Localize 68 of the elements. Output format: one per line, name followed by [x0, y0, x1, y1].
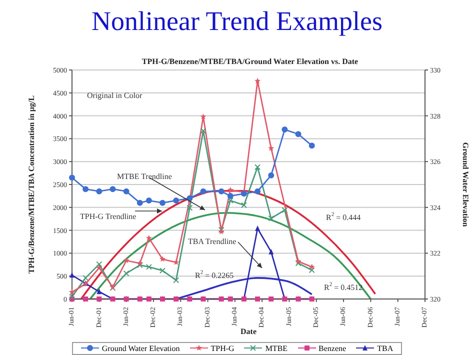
point: [268, 248, 274, 254]
point: [218, 188, 224, 194]
point: [82, 186, 89, 192]
point: [240, 202, 247, 208]
legend-label: Ground Water Elevation: [102, 344, 180, 352]
legend-label: MTBE: [265, 344, 288, 352]
point: [146, 264, 152, 270]
point: [255, 296, 260, 302]
point: [200, 128, 206, 134]
point: [186, 204, 193, 211]
point: [227, 186, 234, 193]
point: [96, 261, 102, 268]
point: [83, 296, 88, 302]
point: [69, 174, 75, 181]
x-axis-title: Date: [240, 327, 257, 336]
point: [254, 164, 261, 170]
legend-label: Benzene: [318, 344, 346, 352]
point: [268, 296, 274, 302]
point: [308, 142, 315, 149]
point: [268, 145, 274, 151]
point: [308, 267, 315, 274]
point: [200, 188, 206, 194]
point: [295, 131, 302, 138]
point: [282, 126, 288, 133]
point: [255, 225, 260, 231]
annotation: R$^{2}$ = 0.4512: [324, 282, 363, 292]
point: [146, 198, 152, 204]
point: [136, 200, 143, 206]
point: [200, 114, 206, 120]
point: [110, 186, 116, 192]
point: [69, 294, 75, 300]
point: [254, 78, 261, 84]
point: [282, 207, 288, 214]
point: [146, 234, 152, 241]
y2-axis-title: Ground Water Elevation: [461, 142, 470, 228]
point: [123, 270, 130, 276]
point: [136, 262, 143, 268]
point: [159, 256, 166, 262]
y-axis-title: TPH-G/Benzene/MTBE/TBA Concentration in µg/L: [27, 95, 36, 274]
point: [268, 215, 274, 222]
point: [123, 188, 130, 194]
point: [68, 288, 76, 295]
annotation: TPH-G Trendline: [80, 212, 137, 221]
chart-title: Nonlinear Trend Examples: [90, 6, 384, 37]
point: [160, 268, 166, 274]
point: [70, 272, 74, 278]
annotation: R$^{2}$ = 0.444: [326, 212, 361, 222]
point: [96, 188, 102, 194]
chart-subtitle: TPH-G/Benzene/MTBE/TBA/Ground Water Elevation vs. Date: [140, 57, 360, 66]
point: [82, 274, 89, 281]
point: [160, 200, 166, 206]
annotation: R$^{2}$ = 0.2265: [195, 270, 234, 280]
line-series: [80, 190, 376, 300]
point: [96, 264, 102, 270]
point: [227, 192, 234, 199]
legend-label: TPH-G: [210, 344, 234, 352]
point: [96, 288, 102, 294]
annotation: TBA Trendline: [188, 236, 237, 246]
point: [173, 198, 180, 204]
point: [254, 188, 261, 194]
annotation: MTBE Trendline: [117, 172, 172, 181]
legend-label: TBA: [377, 344, 394, 352]
point: [268, 172, 274, 178]
point: [173, 277, 180, 284]
point: [136, 260, 143, 266]
point: [123, 257, 130, 264]
annotation: Original in Color: [87, 90, 142, 100]
point: [227, 198, 234, 204]
